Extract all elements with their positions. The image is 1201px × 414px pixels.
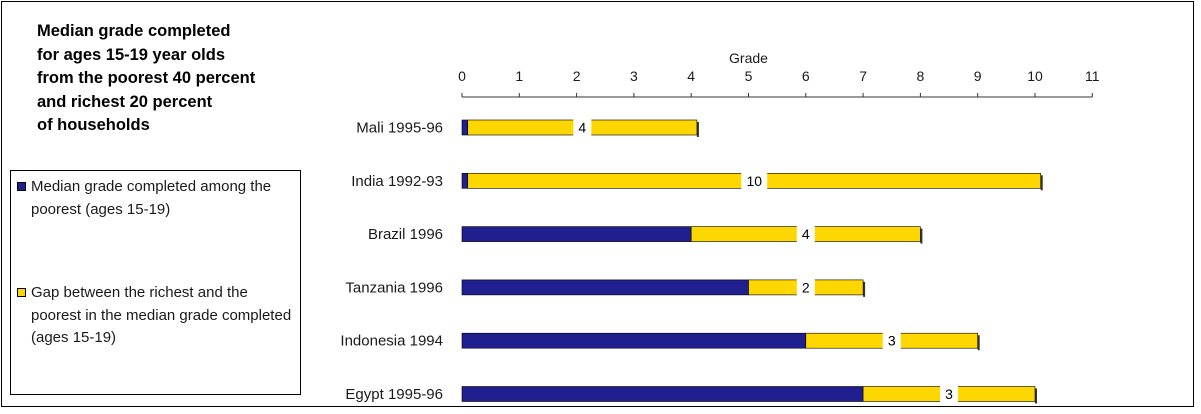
bar-segment-poorest xyxy=(461,226,692,242)
title-line: and richest 20 percent xyxy=(37,92,213,111)
chart-legend: Median grade completed among the poorest… xyxy=(10,170,301,395)
bar-chart: 0 1 2 3 4 5 6 7 8 9 10 11 Grade Mali 1995-96 4 India 19… xyxy=(340,50,1100,404)
data-label: 10 xyxy=(746,173,762,189)
data-label-bg xyxy=(882,332,901,350)
bar-segment-poorest xyxy=(461,332,807,349)
chart-title: Median grade completed for ages 15-19 ye… xyxy=(37,20,307,138)
x-tick-label: 10 xyxy=(1027,68,1043,84)
category-label: Tanzania 1996 xyxy=(345,279,443,296)
legend-label-poorest: Median grade completed among the poorest… xyxy=(31,178,272,218)
legend-swatch-gap xyxy=(17,288,26,297)
data-label: 2 xyxy=(802,279,810,295)
data-label: 3 xyxy=(945,386,953,402)
category-label: India 1992-93 xyxy=(351,173,443,190)
title-line: from the poorest 40 percent xyxy=(37,69,256,87)
bar-shadow xyxy=(1040,175,1043,191)
data-label-bg xyxy=(741,172,768,190)
data-label: 3 xyxy=(888,333,896,349)
x-axis-title: Grade xyxy=(729,50,768,66)
category-label: Indonesia 1994 xyxy=(340,333,443,350)
bar-segment-poorest xyxy=(461,119,469,136)
bar-segment-poorest xyxy=(461,173,469,189)
x-tick-label: 0 xyxy=(458,68,466,84)
data-label-bg xyxy=(796,278,815,296)
x-tick-label: 9 xyxy=(974,68,982,84)
legend-label-gap: Gap between the richest and the poorest … xyxy=(31,284,292,346)
x-tick-label: 3 xyxy=(630,68,638,84)
data-label-bg xyxy=(940,385,959,403)
x-tick-label: 11 xyxy=(1085,68,1100,84)
data-label: 4 xyxy=(802,226,810,242)
category-label: Brazil 1996 xyxy=(368,226,443,243)
x-tick-label: 6 xyxy=(802,68,810,84)
data-label: 4 xyxy=(578,120,586,136)
bar-shadow xyxy=(696,122,699,137)
bar-shadow xyxy=(1035,388,1037,404)
x-tick-label: 7 xyxy=(859,68,867,84)
bar-shadow xyxy=(863,281,866,297)
x-tick-label: 8 xyxy=(917,68,925,84)
x-tick-label: 1 xyxy=(515,68,523,84)
bar-segment-poorest xyxy=(461,279,749,296)
chart-frame: Median grade completed for ages 15-19 ye… xyxy=(1,1,1194,407)
bar-shadow xyxy=(920,228,923,244)
x-tick-label: 2 xyxy=(573,68,581,84)
title-line: Median grade completed xyxy=(37,22,231,40)
x-tick-label: 5 xyxy=(745,68,753,84)
x-tick-label: 4 xyxy=(687,68,695,84)
data-label-bg xyxy=(573,119,592,136)
title-line: of households xyxy=(37,116,150,134)
category-label: Mali 1995-96 xyxy=(356,120,443,137)
data-label-bg xyxy=(796,225,815,243)
legend-swatch-poorest xyxy=(17,182,26,191)
category-label: Egypt 1995-96 xyxy=(345,386,443,403)
bar-segment-poorest xyxy=(461,386,864,402)
bar-shadow xyxy=(977,335,980,351)
title-line: for ages 15-19 year olds xyxy=(37,45,226,64)
